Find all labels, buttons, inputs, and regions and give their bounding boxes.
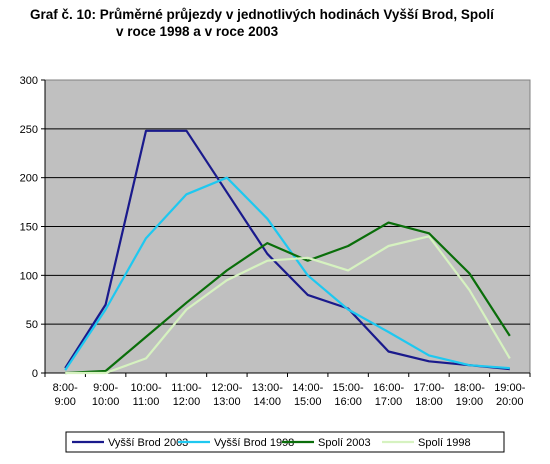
series-line-4 <box>65 235 511 375</box>
x-tick-label: 9:00- <box>93 382 118 394</box>
legend-label: Vyšší Brod 2003 <box>108 437 188 449</box>
x-tick-label: 17:00 <box>375 396 403 408</box>
chart-title-line2: v roce 1998 a v roce 2003 <box>116 24 279 39</box>
x-tick-label: 12:00 <box>173 396 201 408</box>
x-tick-label: 19:00 <box>456 396 484 408</box>
x-tick-label: 13:00- <box>252 382 284 394</box>
y-tick-label: 0 <box>32 368 38 380</box>
x-tick-label: 13:00 <box>213 396 241 408</box>
x-tick-label: 19:00- <box>494 382 526 394</box>
x-axis: 8:00- 9:00 9:00- 10:00 10:00- 11:00 11:00- 12:0… <box>44 372 531 408</box>
legend-label: Vyšší Brod 1998 <box>214 437 294 449</box>
x-tick-label: 10:00- <box>130 382 162 394</box>
series-line-2 <box>64 176 510 371</box>
series-lines <box>64 129 511 375</box>
x-tick-label: 20:00 <box>496 396 524 408</box>
series-line-3 <box>65 221 511 375</box>
chart-title-line1: Graf č. 10: Průměrné průjezdy v jednotli… <box>30 7 494 22</box>
x-tick-label: 14:00 <box>254 396 282 408</box>
legend: Vyšší Brod 2003 Vyšší Brod 1998 Spolí 2003… <box>72 437 471 449</box>
x-tick-label: 16:00- <box>373 382 405 394</box>
x-tick-label: 18:00 <box>415 396 443 408</box>
series-line-1 <box>64 129 510 371</box>
legend-label: Spolí 1998 <box>418 437 471 449</box>
x-tick-label: 11:00- <box>171 382 202 394</box>
x-tick-label: 18:00- <box>454 382 486 394</box>
x-tick-label: 17:00- <box>413 382 445 394</box>
x-tick-label: 10:00 <box>92 396 120 408</box>
x-tick-label: 9:00 <box>54 396 75 408</box>
y-tick-label: 50 <box>26 319 38 331</box>
x-tick-label: 15:00- <box>333 382 365 394</box>
y-axis: 0 50 100 150 200 250 300 <box>20 75 46 380</box>
x-tick-label: 15:00 <box>294 396 322 408</box>
x-tick-label: 16:00 <box>334 396 362 408</box>
chart-title: Graf č. 10: Průměrné průjezdy v jednotli… <box>30 6 540 40</box>
x-tick-label: 12:00- <box>211 382 243 394</box>
x-tick-label: 8:00- <box>53 382 78 394</box>
y-tick-label: 300 <box>20 75 38 87</box>
y-tick-label: 150 <box>20 222 38 234</box>
x-tick-label: 14:00- <box>292 382 324 394</box>
legend-label: Spolí 2003 <box>318 437 371 449</box>
y-tick-label: 200 <box>20 173 38 185</box>
x-tick-label: 11:00 <box>133 396 160 408</box>
y-tick-label: 100 <box>20 270 38 282</box>
y-tick-label: 250 <box>20 124 38 136</box>
